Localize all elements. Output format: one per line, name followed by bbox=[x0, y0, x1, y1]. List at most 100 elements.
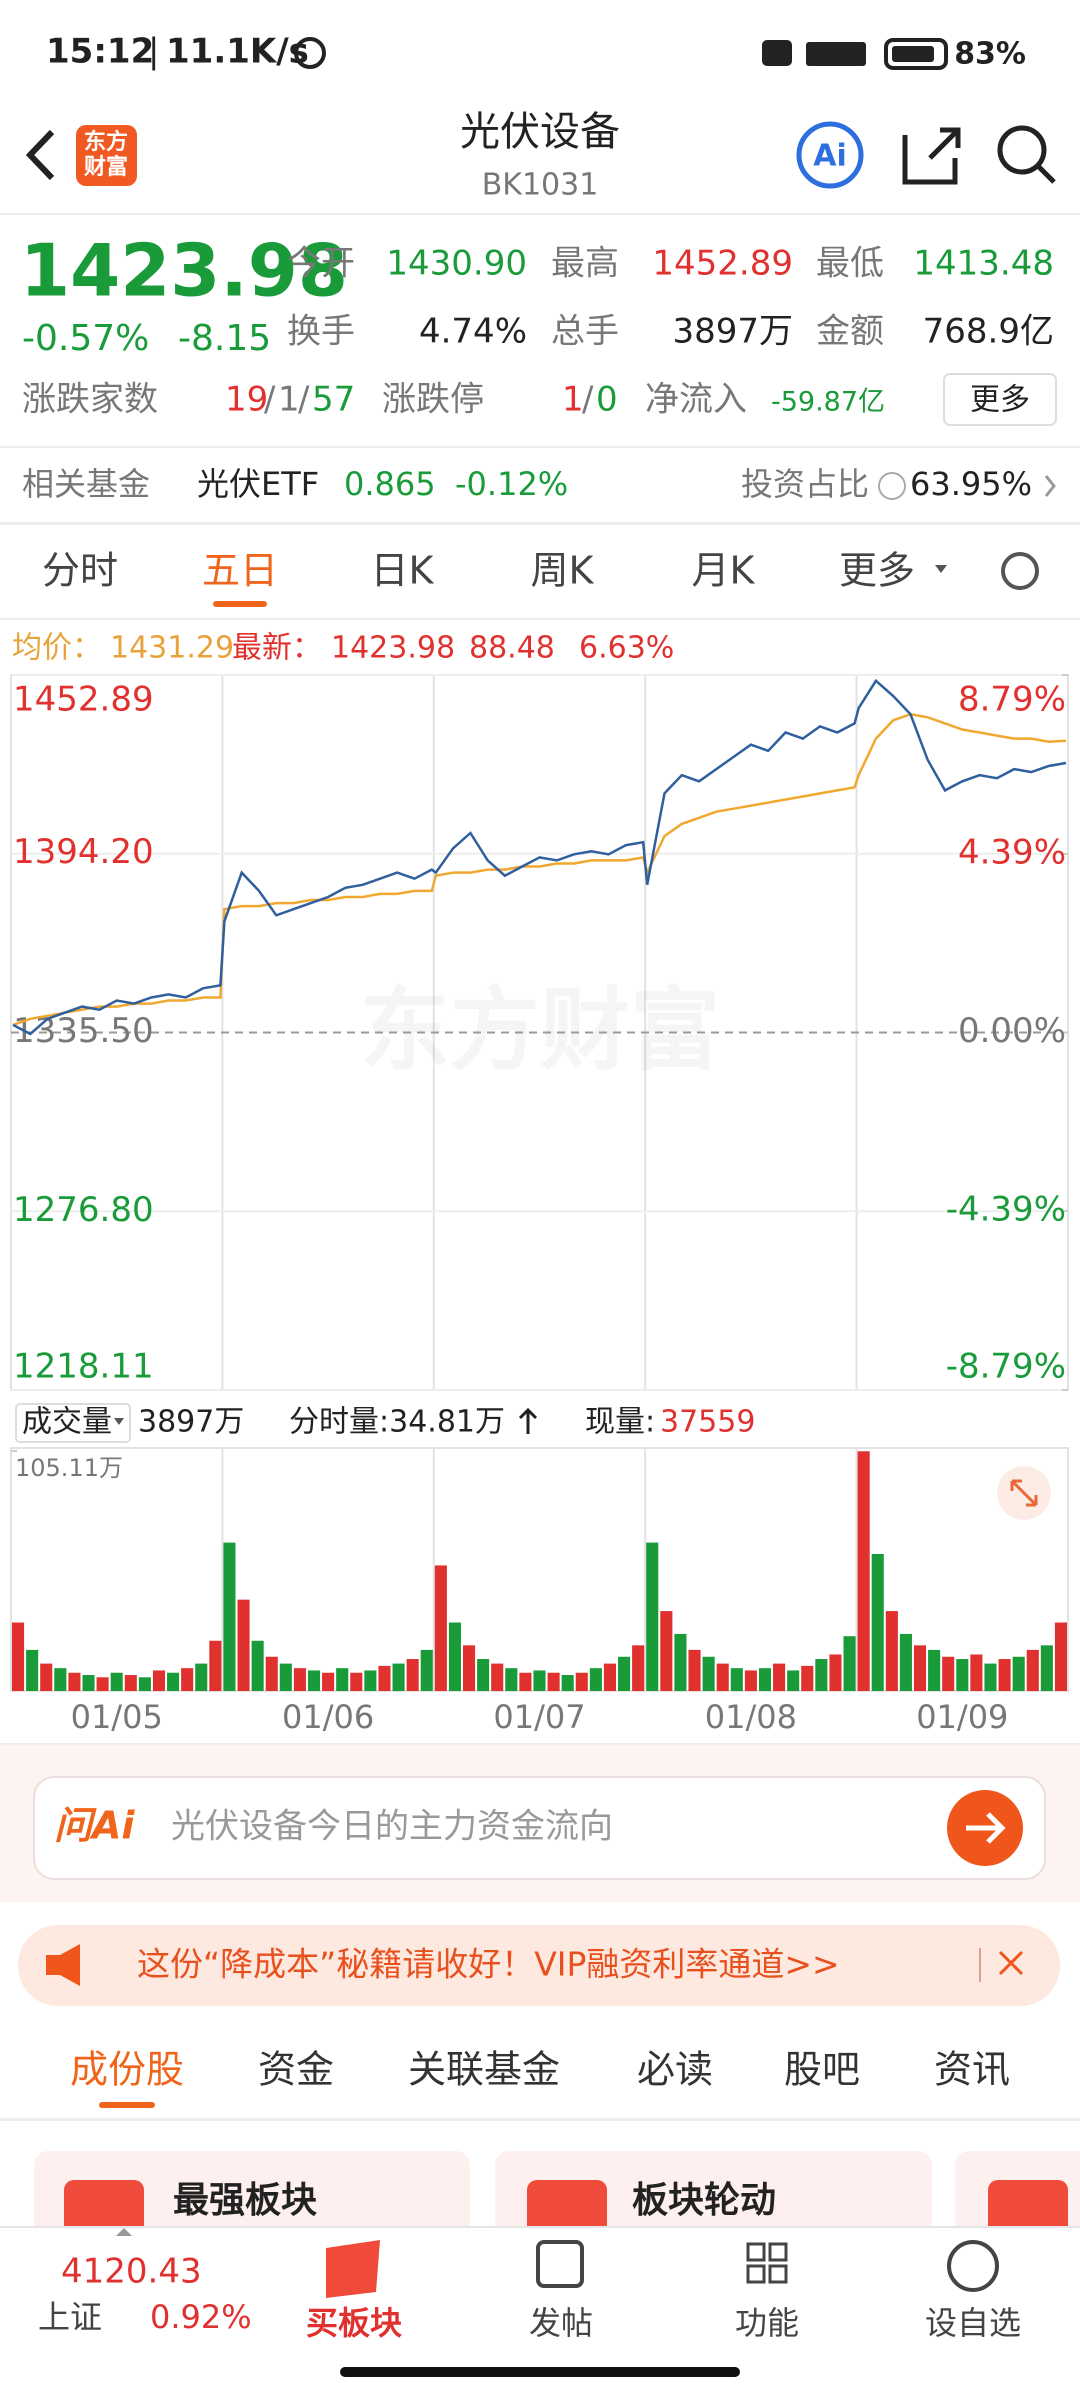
index-value[interactable]: 4120.43 bbox=[61, 2252, 202, 2292]
nav-item[interactable]: 功能 bbox=[735, 2304, 799, 2342]
limit: 1 bbox=[562, 380, 584, 420]
volume-bar bbox=[209, 1640, 222, 1691]
nav-item[interactable]: 设自选 bbox=[925, 2304, 1021, 2342]
section-tab[interactable]: 必读 bbox=[637, 2048, 713, 2092]
volume-bar bbox=[801, 1665, 814, 1691]
title: 光伏设备 bbox=[460, 109, 620, 155]
buy-icon[interactable] bbox=[326, 2240, 380, 2298]
avg: 1431.29 bbox=[110, 631, 234, 666]
volume-bar bbox=[138, 1677, 151, 1691]
volume-bar bbox=[575, 1672, 588, 1691]
volume-bar bbox=[251, 1640, 264, 1691]
divider bbox=[0, 2118, 1080, 2121]
breadth: 19 bbox=[225, 380, 268, 420]
volume-bar bbox=[293, 1668, 306, 1691]
prompt: 光伏设备今日的主力资金流向 bbox=[171, 1807, 613, 1847]
section-tab[interactable]: 关联基金 bbox=[408, 2048, 560, 2092]
inflow: -59.87亿 bbox=[771, 387, 885, 418]
back-button[interactable] bbox=[25, 129, 55, 181]
share-button[interactable] bbox=[902, 127, 961, 185]
volume-bar bbox=[843, 1636, 856, 1691]
label[interactable]: 成交量 bbox=[22, 1405, 112, 1440]
volume-bar bbox=[702, 1656, 715, 1691]
volume-bar bbox=[716, 1663, 729, 1691]
send-icon bbox=[966, 1812, 1006, 1844]
total: 3897万 bbox=[138, 1405, 244, 1440]
promo-banner[interactable] bbox=[18, 1925, 1060, 2006]
section-tab[interactable]: 资金 bbox=[258, 2048, 334, 2092]
text: 这份“降成本”秘籍请收好！VIP融资利率通道>> bbox=[137, 1945, 840, 1984]
tab[interactable]: 周K bbox=[531, 549, 595, 593]
battery: 83% bbox=[954, 37, 1026, 72]
inflow-label: 净流入 bbox=[645, 380, 747, 420]
change: -8.15 bbox=[178, 318, 271, 359]
tab[interactable]: 更多 bbox=[839, 549, 915, 593]
settings-button[interactable] bbox=[1001, 552, 1039, 590]
volume-bar bbox=[364, 1670, 377, 1691]
volume-bar bbox=[505, 1668, 518, 1691]
stat-label: 最高 bbox=[551, 244, 619, 284]
section-tab[interactable]: 成份股 bbox=[70, 2048, 184, 2092]
close-button[interactable] bbox=[998, 1950, 1024, 1976]
logo: 东方 bbox=[84, 129, 128, 155]
price: 1423.98 bbox=[20, 229, 348, 313]
volume-bar bbox=[660, 1611, 673, 1691]
more-button[interactable] bbox=[943, 373, 1057, 426]
nav-item[interactable]: 发帖 bbox=[529, 2304, 593, 2342]
tab[interactable]: 五日 bbox=[202, 549, 278, 593]
tab[interactable]: 月K bbox=[692, 549, 756, 593]
nav-item[interactable]: 买板块 bbox=[306, 2304, 402, 2342]
volume-bar bbox=[223, 1542, 236, 1691]
x-tick-label: 01/06 bbox=[282, 1698, 374, 1736]
ai[interactable]: Ai bbox=[813, 139, 847, 174]
volume-bar bbox=[885, 1611, 898, 1691]
stat-value: 768.9亿 bbox=[923, 312, 1054, 352]
up-arrow bbox=[518, 1407, 538, 1434]
ask-ai-box[interactable] bbox=[33, 1776, 1046, 1880]
sep: | bbox=[148, 32, 159, 72]
now: 37559 bbox=[660, 1405, 755, 1440]
x-tick-label: 01/05 bbox=[71, 1698, 163, 1736]
volume-bar bbox=[12, 1622, 25, 1691]
stat-label: 金额 bbox=[816, 312, 884, 352]
speaker-icon bbox=[46, 1944, 80, 1986]
more[interactable]: 更多 bbox=[970, 383, 1030, 418]
volume-bar bbox=[40, 1663, 53, 1691]
section-tab[interactable]: 资讯 bbox=[934, 2048, 1010, 2092]
volume-bar bbox=[124, 1675, 137, 1691]
divider bbox=[0, 618, 1080, 620]
help-icon[interactable] bbox=[878, 472, 906, 500]
price-line bbox=[12, 678, 1067, 1036]
tab[interactable]: 分时 bbox=[42, 549, 118, 593]
price: 0.865 bbox=[344, 465, 436, 503]
x-tick-label: 01/07 bbox=[493, 1698, 585, 1736]
average-line bbox=[12, 713, 1067, 1027]
volume-bar bbox=[942, 1656, 955, 1691]
volume-bar bbox=[857, 1451, 870, 1691]
function-icon bbox=[768, 2242, 788, 2262]
ai-button[interactable] bbox=[796, 121, 864, 189]
divider bbox=[0, 446, 1080, 448]
watchlist-icon[interactable] bbox=[947, 2240, 999, 2292]
x-tick-label: 01/09 bbox=[916, 1698, 1008, 1736]
search-button[interactable] bbox=[997, 125, 1047, 175]
section-tab[interactable]: 股吧 bbox=[784, 2048, 860, 2092]
y-tick-label: 1452.89 bbox=[13, 680, 154, 720]
limit: / bbox=[582, 380, 594, 420]
last-label: 最新： bbox=[232, 631, 322, 666]
volume-bar bbox=[448, 1622, 461, 1691]
post-icon[interactable] bbox=[536, 2240, 584, 2288]
cards: 板块轮动 bbox=[632, 2180, 776, 2221]
volume-bar bbox=[561, 1675, 574, 1691]
volume-bar bbox=[434, 1565, 447, 1691]
tab[interactable]: 日K bbox=[371, 549, 435, 593]
volume-bar bbox=[181, 1668, 194, 1691]
volume-selector[interactable] bbox=[15, 1403, 131, 1443]
function-icon[interactable] bbox=[746, 2242, 766, 2262]
home-indicator bbox=[340, 2367, 740, 2377]
volume-bar bbox=[970, 1654, 983, 1691]
minute: 分时量:34.81万 bbox=[289, 1405, 505, 1440]
expand-icon bbox=[1010, 1479, 1038, 1507]
